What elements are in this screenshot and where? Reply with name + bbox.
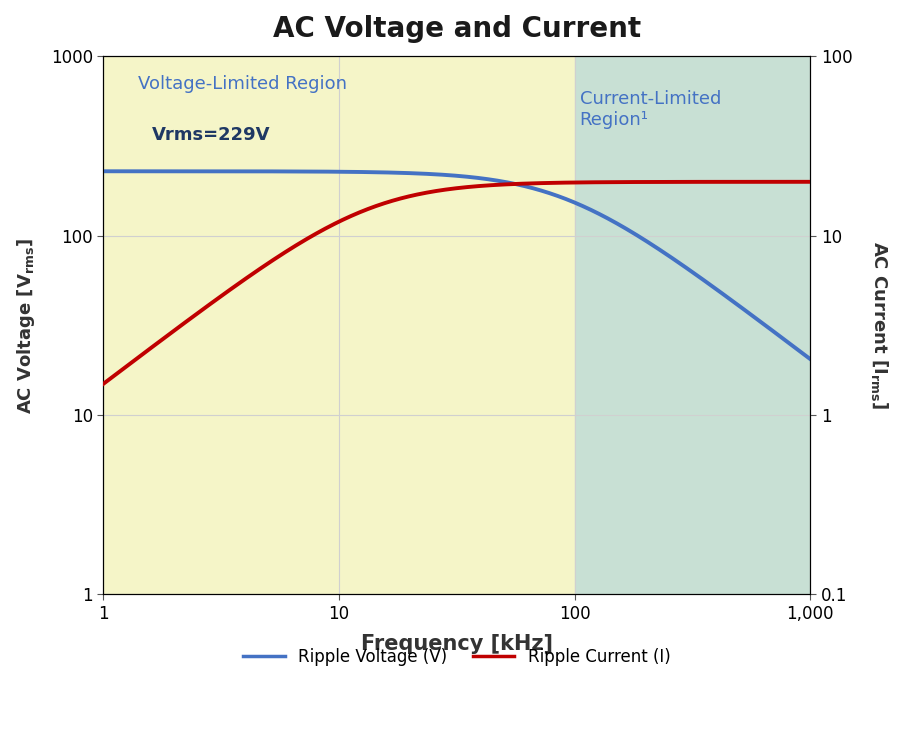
Text: Current-Limited
Region¹: Current-Limited Region¹ <box>580 90 721 129</box>
X-axis label: Frequency [kHz]: Frequency [kHz] <box>361 634 553 654</box>
Y-axis label: AC Voltage [$\mathregular{V_{rms}}$]: AC Voltage [$\mathregular{V_{rms}}$] <box>15 237 37 414</box>
Text: Voltage-Limited Region: Voltage-Limited Region <box>138 75 347 93</box>
Title: AC Voltage and Current: AC Voltage and Current <box>272 15 641 43</box>
Bar <box>103 57 575 595</box>
Text: Vrms=229V: Vrms=229V <box>151 127 270 144</box>
Legend: Ripple Voltage (V), Ripple Current (I): Ripple Voltage (V), Ripple Current (I) <box>237 641 677 672</box>
Y-axis label: AC Current [$\mathregular{I_{rms}}$]: AC Current [$\mathregular{I_{rms}}$] <box>869 241 890 409</box>
Bar <box>575 57 810 595</box>
